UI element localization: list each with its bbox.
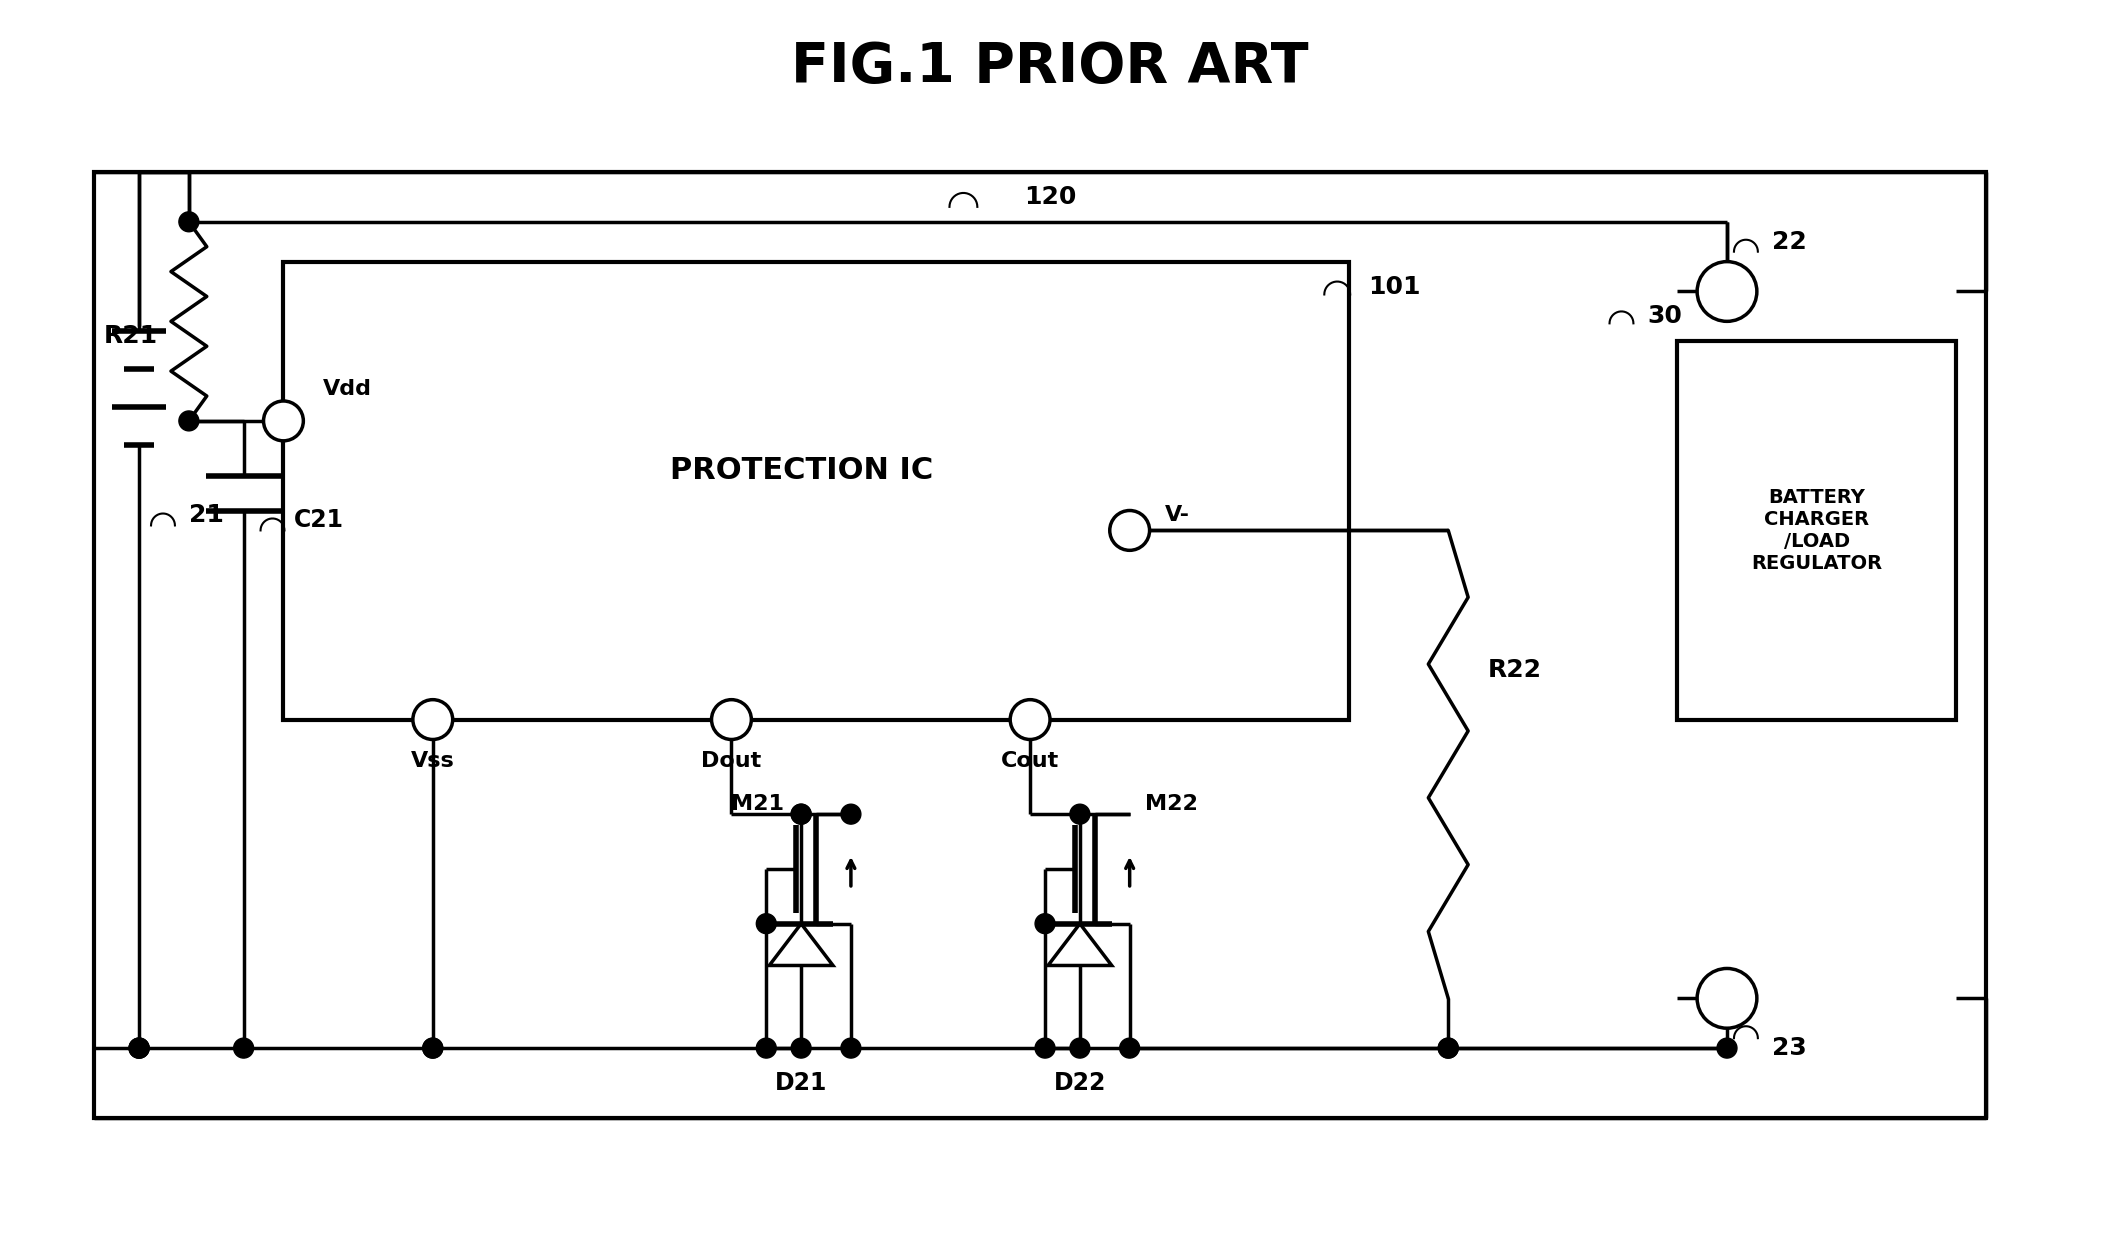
Circle shape [791, 804, 812, 824]
Circle shape [413, 700, 453, 740]
Text: C21: C21 [293, 509, 344, 532]
Text: Cout: Cout [1002, 751, 1059, 771]
Circle shape [422, 1039, 443, 1058]
Circle shape [422, 1039, 443, 1058]
Circle shape [1438, 1039, 1457, 1058]
Text: 101: 101 [1369, 275, 1421, 299]
Circle shape [1109, 510, 1149, 550]
Text: −: − [1715, 984, 1738, 1012]
Circle shape [841, 804, 860, 824]
Circle shape [791, 1039, 812, 1058]
Text: 22: 22 [1772, 230, 1807, 254]
Circle shape [757, 1039, 776, 1058]
Text: D21: D21 [774, 1071, 827, 1095]
Text: 23: 23 [1772, 1036, 1807, 1060]
Circle shape [757, 914, 776, 934]
Bar [1677, 341, 1955, 720]
Text: M22: M22 [1145, 794, 1198, 814]
Circle shape [841, 1039, 860, 1058]
Text: +: + [1715, 278, 1738, 305]
Text: Vss: Vss [411, 751, 456, 771]
Text: 30: 30 [1647, 305, 1683, 329]
Circle shape [1036, 1039, 1054, 1058]
Circle shape [1069, 1039, 1090, 1058]
Circle shape [129, 1039, 150, 1058]
Circle shape [1698, 969, 1757, 1029]
Bar [283, 261, 1348, 720]
Circle shape [179, 411, 198, 431]
Text: FIG.1 PRIOR ART: FIG.1 PRIOR ART [791, 40, 1310, 95]
Text: R21: R21 [103, 324, 158, 349]
Circle shape [1120, 1039, 1139, 1058]
Circle shape [129, 1039, 150, 1058]
Text: M21: M21 [732, 794, 785, 814]
Circle shape [1438, 1039, 1457, 1058]
Circle shape [1717, 1039, 1738, 1058]
Circle shape [1698, 261, 1757, 321]
Text: D22: D22 [1054, 1071, 1105, 1095]
Circle shape [264, 401, 304, 441]
Bar [95, 173, 1987, 1118]
Circle shape [129, 1039, 150, 1058]
Text: V-: V- [1164, 505, 1189, 525]
Text: Dout: Dout [702, 751, 761, 771]
Circle shape [1069, 804, 1090, 824]
Circle shape [791, 804, 812, 824]
Circle shape [179, 211, 198, 231]
Text: BATTERY
CHARGER
/LOAD
REGULATOR: BATTERY CHARGER /LOAD REGULATOR [1750, 488, 1881, 572]
Circle shape [711, 700, 751, 740]
Circle shape [1010, 700, 1050, 740]
Text: PROTECTION IC: PROTECTION IC [669, 456, 932, 485]
Circle shape [1036, 914, 1054, 934]
Text: 120: 120 [1023, 185, 1076, 209]
Text: 21: 21 [190, 504, 224, 528]
Text: R22: R22 [1489, 658, 1542, 681]
Text: Vdd: Vdd [323, 379, 373, 399]
Circle shape [234, 1039, 253, 1058]
